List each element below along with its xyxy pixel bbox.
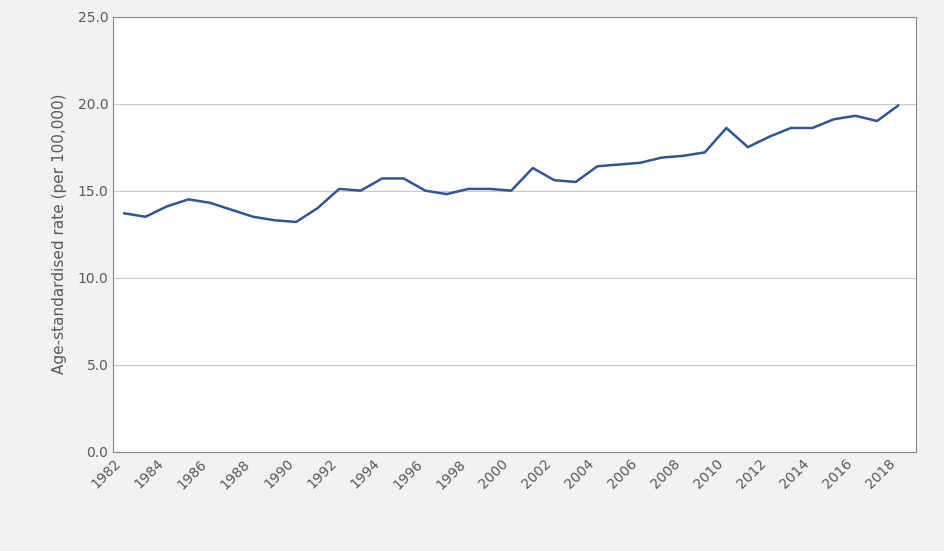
Y-axis label: Age-standardised rate (per 100,000): Age-standardised rate (per 100,000) bbox=[52, 94, 67, 375]
